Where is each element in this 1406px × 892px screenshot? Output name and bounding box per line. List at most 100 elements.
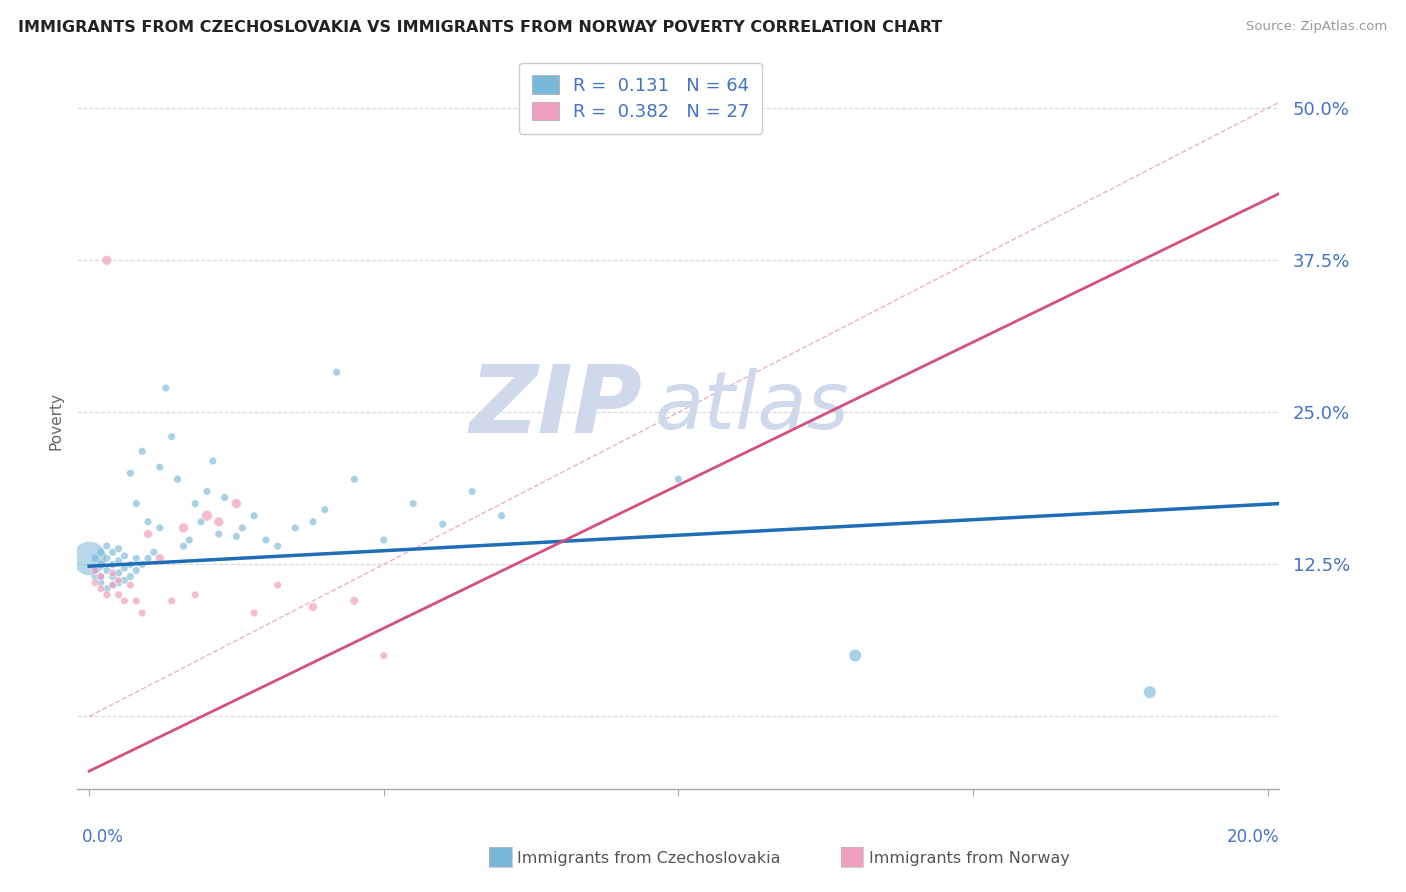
Point [214,491,236,505]
Point [96,551,118,566]
Point [77,551,100,566]
Point [160,594,183,608]
Point [90,558,112,572]
Point [101,545,124,559]
Point [225,497,247,511]
Point [125,594,148,608]
Point [96,539,118,553]
Point [201,454,224,468]
Point [343,472,366,486]
Point [284,521,307,535]
Point [114,549,136,563]
Point [302,515,325,529]
Point [114,561,136,575]
Point [90,575,112,590]
Point [231,521,253,535]
Text: Immigrants from Czechoslovakia: Immigrants from Czechoslovakia [517,851,780,865]
Point [267,539,290,553]
Point [131,606,153,620]
Point [101,578,124,592]
Point [90,569,112,583]
Point [225,529,247,543]
Point [666,472,689,486]
Point [107,554,129,568]
Point [314,502,336,516]
Point [184,497,207,511]
Text: Source: ZipAtlas.com: Source: ZipAtlas.com [1247,20,1388,33]
Point [96,582,118,596]
Point [136,551,159,566]
Point [107,541,129,556]
Point [343,594,366,608]
Point [131,558,153,572]
Point [149,551,172,566]
Point [149,460,172,475]
Point [195,508,218,523]
Point [84,569,107,583]
Point [101,566,124,580]
Point [149,521,172,535]
Point [84,564,107,578]
Point [142,545,165,559]
Text: Immigrants from Norway: Immigrants from Norway [869,851,1070,865]
Point [373,533,395,547]
Legend: R =  0.131   N = 64, R =  0.382   N = 27: R = 0.131 N = 64, R = 0.382 N = 27 [519,62,762,134]
Point [90,582,112,596]
Point [96,588,118,602]
Point [172,539,194,553]
Point [172,521,194,535]
Point [325,365,347,379]
Point [120,578,142,592]
Point [243,508,266,523]
Point [131,444,153,458]
Point [402,497,425,511]
Point [136,527,159,541]
Point [190,515,212,529]
Point [184,588,207,602]
Point [84,575,107,590]
Point [125,564,148,578]
Text: 0.0%: 0.0% [82,828,124,846]
Point [84,564,107,578]
Point [107,588,129,602]
Point [114,594,136,608]
Point [373,648,395,663]
Point [432,517,454,532]
Point [461,484,484,499]
Text: IMMIGRANTS FROM CZECHOSLOVAKIA VS IMMIGRANTS FROM NORWAY POVERTY CORRELATION CHA: IMMIGRANTS FROM CZECHOSLOVAKIA VS IMMIGR… [18,20,942,35]
Point [1139,685,1161,699]
Point [125,551,148,566]
Point [120,558,142,572]
Point [101,558,124,572]
Point [96,253,118,268]
Point [120,466,142,480]
Point [491,508,513,523]
Point [208,527,231,541]
Point [136,515,159,529]
Point [179,533,201,547]
Text: ZIP: ZIP [470,360,643,453]
Point [114,573,136,587]
Point [844,648,866,663]
Point [208,515,231,529]
Point [120,569,142,583]
Point [90,569,112,583]
Point [302,599,325,614]
Point [155,381,177,395]
Point [107,575,129,590]
Point [90,545,112,559]
Point [107,566,129,580]
Point [267,578,290,592]
Point [96,564,118,578]
Text: atlas: atlas [654,368,849,446]
Point [101,569,124,583]
Point [195,484,218,499]
Point [160,430,183,444]
Point [254,533,277,547]
Point [125,497,148,511]
Point [84,551,107,566]
Point [166,472,188,486]
Point [101,578,124,592]
Y-axis label: Poverty: Poverty [48,392,63,450]
Point [243,606,266,620]
